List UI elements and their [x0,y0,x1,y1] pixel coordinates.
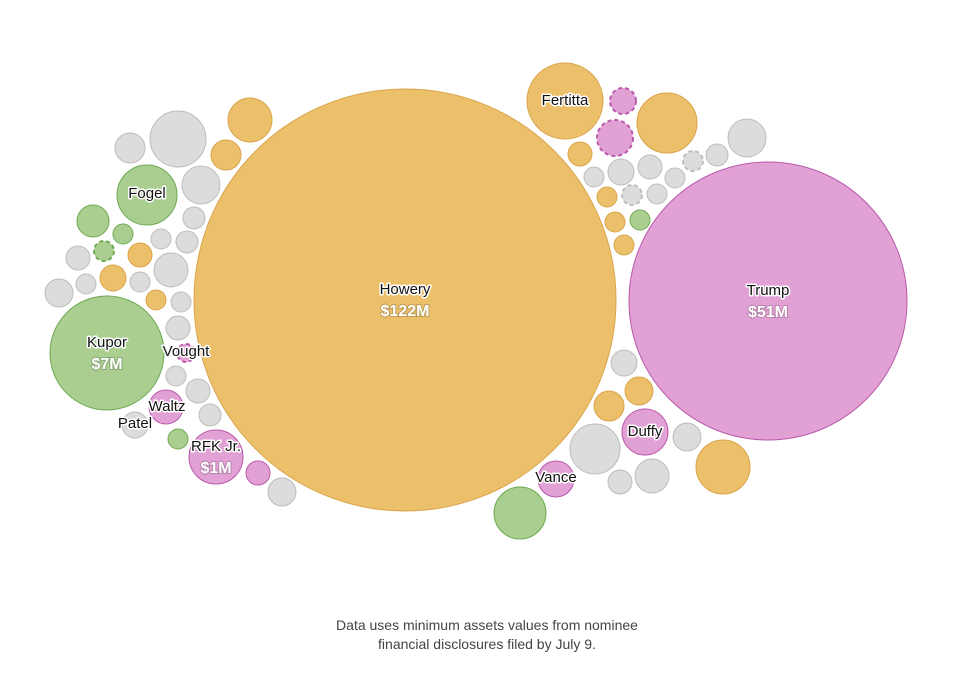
bubble-unlabeled-6 [76,204,110,238]
bubble-unlabeled-0 [149,110,207,168]
bubble-fogel [116,164,178,226]
label-rfk-jr: RFK Jr. [191,438,241,455]
label-fertitta: Fertitta [542,92,589,109]
bubble-duffy [621,408,669,456]
footnote-line-1: Data uses minimum assets values from nom… [336,617,638,633]
bubble-unlabeled-18 [145,289,167,311]
label-vance: Vance [535,469,576,486]
bubble-unlabeled-32 [607,469,633,495]
bubble-unlabeled-19 [170,291,192,313]
bubble-unlabeled-33 [634,458,670,494]
bubble-unlabeled-27 [493,486,547,540]
bubble-fertitta [526,62,604,140]
bubble-unlabeled-8 [93,240,115,262]
label-waltz: Waltz [149,398,186,415]
label-trump: Trump [747,282,790,299]
bubble-unlabeled-1 [114,132,146,164]
bubble-unlabeled-15 [75,273,97,295]
bubble-unlabeled-11 [175,230,199,254]
bubble-unlabeled-44 [621,184,643,206]
footnote-line-2: financial disclosures filed by July 9. [378,636,596,652]
bubble-unlabeled-10 [150,228,172,250]
bubble-unlabeled-37 [596,119,634,157]
bubble-unlabeled-49 [727,118,767,158]
bubble-unlabeled-5 [182,206,206,230]
bubble-vance [537,460,575,498]
bubble-unlabeled-36 [609,87,637,115]
bubble-unlabeled-45 [646,183,668,205]
label-vought: Vought [163,343,211,360]
bubble-unlabeled-17 [44,278,74,308]
bubble-unlabeled-12 [127,242,153,268]
bubble-kupor [49,295,165,411]
bubble-chart: Howery $122M Trump $51M Kupor $7M RFK Jr. $1M Fe… [44,62,908,540]
bubble-unlabeled-24 [167,428,189,450]
bubble-unlabeled-47 [682,150,704,172]
bubble-waltz [148,389,184,425]
bubble-vought [176,343,196,363]
bubble-unlabeled-21 [165,365,187,387]
bubble-unlabeled-20 [165,315,191,341]
bubble-unlabeled-16 [129,271,151,293]
bubble-unlabeled-31 [610,349,638,377]
bubble-unlabeled-41 [583,166,605,188]
bubble-unlabeled-46 [664,167,686,189]
bubble-unlabeled-14 [99,264,127,292]
bubble-unlabeled-52 [613,234,635,256]
bubble-unlabeled-34 [672,422,702,452]
bubble-unlabeled-40 [607,158,635,186]
label-howery: Howery [380,281,431,298]
value-kupor: $7M [91,356,122,373]
bubble-patel [121,411,149,439]
bubble-trump [628,161,908,441]
bubble-unlabeled-35 [695,439,751,495]
value-trump: $51M [748,304,788,321]
label-kupor: Kupor [87,334,127,351]
bubble-rfk-jr [188,429,244,485]
bubble-unlabeled-4 [181,165,221,205]
bubble-unlabeled-25 [245,460,271,486]
label-patel: Patel [118,415,152,432]
bubble-unlabeled-43 [596,186,618,208]
value-howery: $122M [381,303,430,320]
bubble-unlabeled-28 [569,423,621,475]
bubble-unlabeled-29 [593,390,625,422]
bubble-unlabeled-2 [227,97,273,143]
bubble-unlabeled-42 [637,154,663,180]
bubble-unlabeled-26 [267,477,297,507]
bubble-unlabeled-50 [604,211,626,233]
bubble-unlabeled-51 [629,209,651,231]
label-fogel: Fogel [128,185,166,202]
bubble-unlabeled-48 [705,143,729,167]
bubble-unlabeled-22 [185,378,211,404]
bubble-unlabeled-9 [65,245,91,271]
bubble-unlabeled-30 [624,376,654,406]
label-duffy: Duffy [628,423,663,440]
bubble-unlabeled-3 [210,139,242,171]
bubble-unlabeled-7 [112,223,134,245]
bubble-unlabeled-13 [153,252,189,288]
bubble-unlabeled-39 [567,141,593,167]
bubble-unlabeled-23 [198,403,222,427]
bubble-unlabeled-38 [636,92,698,154]
value-rfk-jr: $1M [200,460,231,477]
bubble-howery [193,88,617,512]
